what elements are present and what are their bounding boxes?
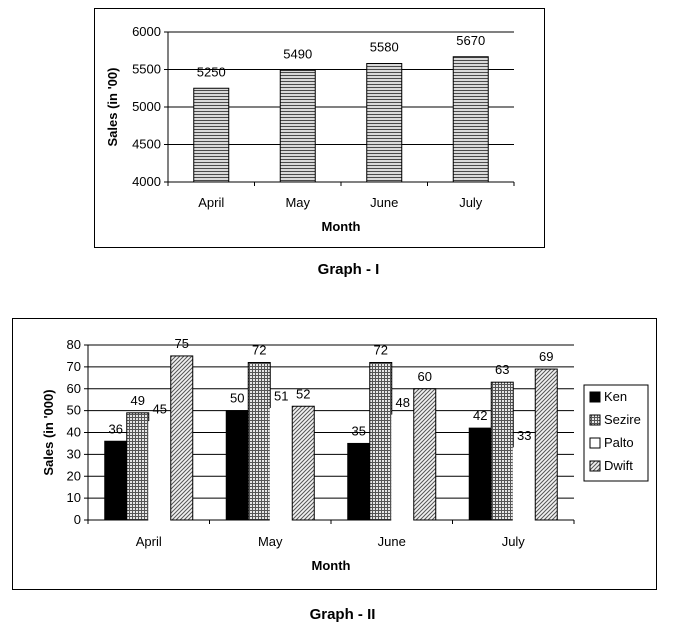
bar-palto-may [269,407,293,521]
bar-june [366,63,403,183]
x-tick-label: June [370,195,398,210]
x-axis-title: Month [312,558,351,573]
data-label: 60 [418,369,432,384]
bar-sezire-april [126,412,150,521]
x-tick-label: July [502,534,526,549]
legend-label-palto: Palto [604,435,634,450]
y-tick-label: 50 [67,403,81,418]
y-axis-title: Sales (in '000) [41,389,56,475]
x-tick-label: May [285,195,310,210]
bar-dwift-june [413,388,437,521]
data-label: 72 [252,343,266,358]
bar-sezire-may [247,362,271,521]
y-tick-label: 4000 [132,174,161,189]
bar-dwift-april [170,355,194,521]
data-label: 35 [352,423,366,438]
legend-label-dwift: Dwift [604,458,633,473]
data-label: 33 [517,428,531,443]
data-label: 5670 [456,33,485,48]
bar-april [193,87,230,183]
bar-palto-june [391,414,415,521]
y-tick-label: 5500 [132,62,161,77]
bar-sezire-june [369,362,393,521]
data-label: 45 [153,402,167,417]
legend-swatch-palto [589,437,601,449]
x-tick-label: June [378,534,406,549]
legend-label-ken: Ken [604,389,627,404]
y-tick-label: 70 [67,359,81,374]
bar-palto-april [148,421,172,521]
y-tick-label: 20 [67,468,81,483]
x-tick-label: April [198,195,224,210]
legend: Ken Sezire Palto Dwift [583,384,649,482]
y-tick-label: 30 [67,446,81,461]
bar-ken-april [104,440,128,521]
data-label: 69 [539,349,553,364]
graph-1: 4000 4500 5000 5500 6000 5250 April 5490 May 5580… [105,24,515,234]
data-label: 72 [374,343,388,358]
bar-dwift-may [291,405,315,521]
legend-swatch-dwift [589,460,601,472]
data-label: 42 [473,408,487,423]
graph-1-caption: Graph - I [317,261,380,278]
data-label: 5580 [370,40,399,55]
data-label: 51 [274,388,288,403]
x-tick-label: April [136,534,162,549]
data-label: 50 [230,391,244,406]
y-axis-title: Sales (in '00) [105,68,120,147]
legend-swatch-ken [589,391,601,403]
bar-sezire-july [490,381,514,521]
bar-may [279,69,316,183]
data-label: 52 [296,386,310,401]
data-label: 49 [131,393,145,408]
graph-2-caption: Graph - II [309,606,376,623]
y-tick-label: 10 [67,490,81,505]
bar-dwift-july [534,368,558,521]
data-label: 63 [495,362,509,377]
data-label: 75 [175,336,189,351]
y-tick-label: 6000 [132,24,161,39]
y-tick-label: 80 [67,337,81,352]
bar-ken-july [468,427,492,521]
x-tick-label: May [258,534,283,549]
y-tick-label: 60 [67,381,81,396]
y-tick-label: 5000 [132,99,161,114]
x-axis-title: Month [322,219,361,234]
graph-2: 0 10 20 30 40 50 60 70 80 36 49 45 75 April 50 72 51 52 Ma… [41,336,649,573]
x-tick-label: July [459,195,483,210]
y-tick-label: 4500 [132,137,161,152]
y-tick-label: 40 [67,425,81,440]
legend-swatch-sezire [589,414,601,426]
bar-palto-july [512,447,536,521]
bar-july [452,56,489,183]
bar-ken-may [225,410,249,521]
data-label: 36 [109,421,123,436]
data-label: 5490 [283,46,312,61]
data-label: 48 [396,395,410,410]
bar-ken-june [347,442,371,521]
y-tick-label: 0 [74,512,81,527]
data-label: 5250 [197,64,226,79]
legend-label-sezire: Sezire [604,412,641,427]
